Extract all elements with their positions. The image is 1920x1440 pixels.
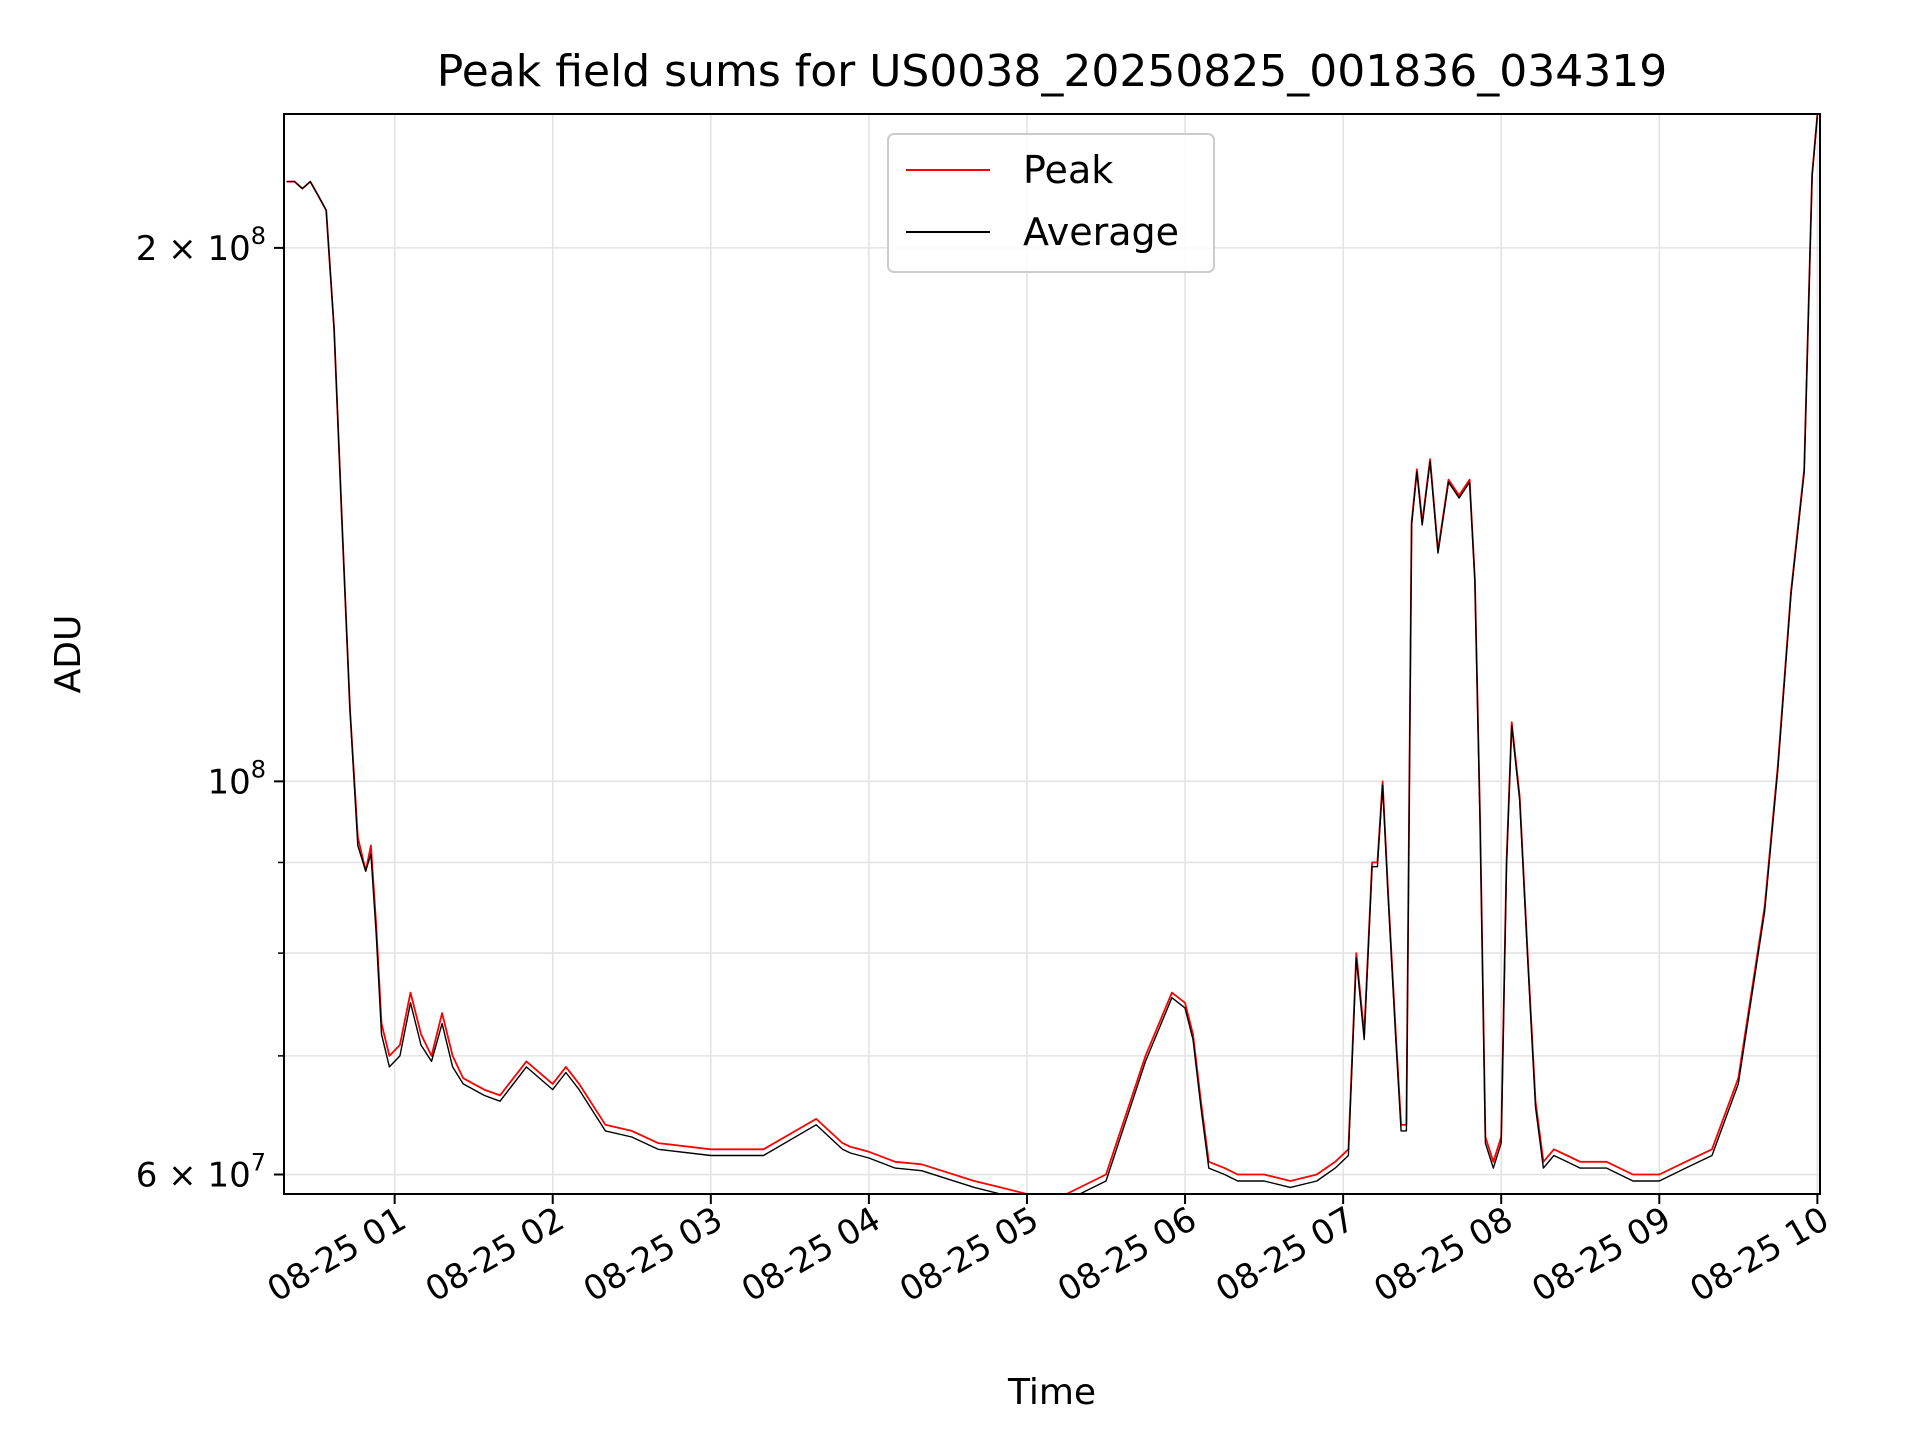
- legend: Peak Average: [887, 133, 1215, 273]
- series-layer: [286, 114, 1819, 1194]
- y-tick-label: 2 × 108: [136, 222, 266, 269]
- legend-label-average: Average: [1023, 210, 1179, 254]
- legend-label-peak: Peak: [1023, 148, 1113, 192]
- grid-layer: [284, 114, 1820, 1194]
- x-axis-label: Time: [1007, 1372, 1096, 1413]
- legend-box: [887, 133, 1215, 273]
- series-line-average: [286, 115, 1819, 1194]
- y-axis-label: ADU: [48, 615, 89, 694]
- chart-title: Peak field sums for US0038_20250825_0018…: [437, 46, 1667, 97]
- y-tick-label: 6 × 107: [136, 1149, 266, 1196]
- plot-frame: [283, 113, 1821, 1195]
